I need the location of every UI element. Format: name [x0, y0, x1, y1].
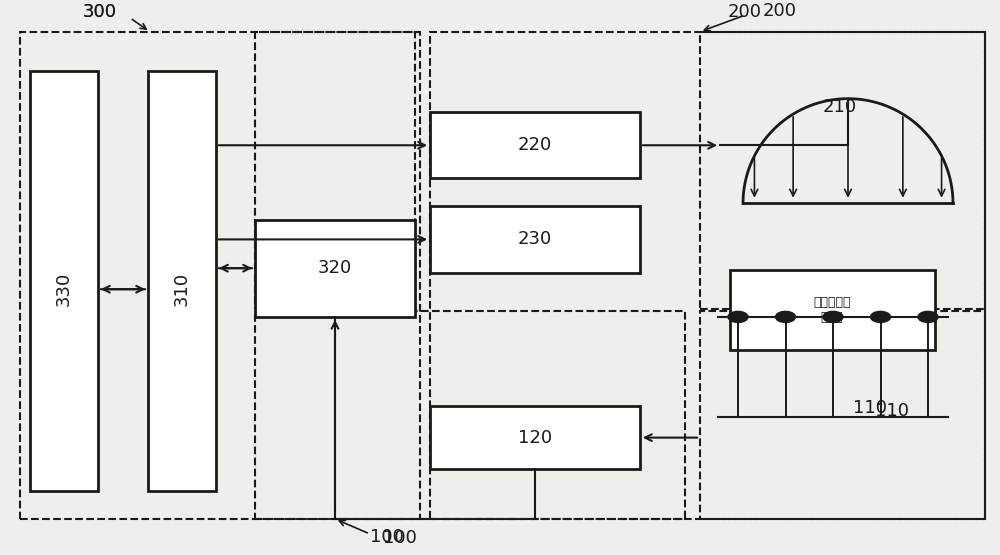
Text: 200: 200: [763, 2, 797, 21]
Bar: [255, 32, 415, 309]
Text: 330: 330: [55, 272, 73, 306]
Text: 300: 300: [83, 3, 117, 22]
Circle shape: [728, 311, 748, 322]
Bar: [148, 70, 216, 491]
Circle shape: [870, 311, 891, 322]
Text: 120: 120: [518, 428, 552, 447]
Text: 无组织排放
产尘点: 无组织排放 产尘点: [813, 296, 851, 324]
Text: 230: 230: [518, 230, 552, 249]
Bar: [430, 32, 985, 519]
Text: 220: 220: [518, 137, 552, 154]
Text: 310: 310: [173, 272, 191, 306]
Text: 110: 110: [853, 399, 887, 417]
Bar: [700, 311, 985, 519]
Text: 300: 300: [83, 3, 117, 22]
Bar: [255, 220, 415, 317]
Text: 320: 320: [318, 259, 352, 277]
Text: 210: 210: [823, 98, 857, 115]
Circle shape: [776, 311, 796, 322]
Circle shape: [823, 311, 843, 322]
Bar: [430, 406, 640, 469]
Bar: [20, 32, 420, 519]
Circle shape: [918, 311, 938, 322]
Bar: [430, 112, 640, 179]
Text: 200: 200: [728, 3, 762, 22]
Bar: [430, 206, 640, 273]
Bar: [700, 32, 985, 309]
Bar: [730, 270, 935, 350]
Text: 100: 100: [383, 529, 417, 547]
Text: 100: 100: [370, 528, 404, 546]
Text: 110: 110: [875, 402, 909, 420]
Bar: [30, 70, 98, 491]
Bar: [255, 311, 685, 519]
